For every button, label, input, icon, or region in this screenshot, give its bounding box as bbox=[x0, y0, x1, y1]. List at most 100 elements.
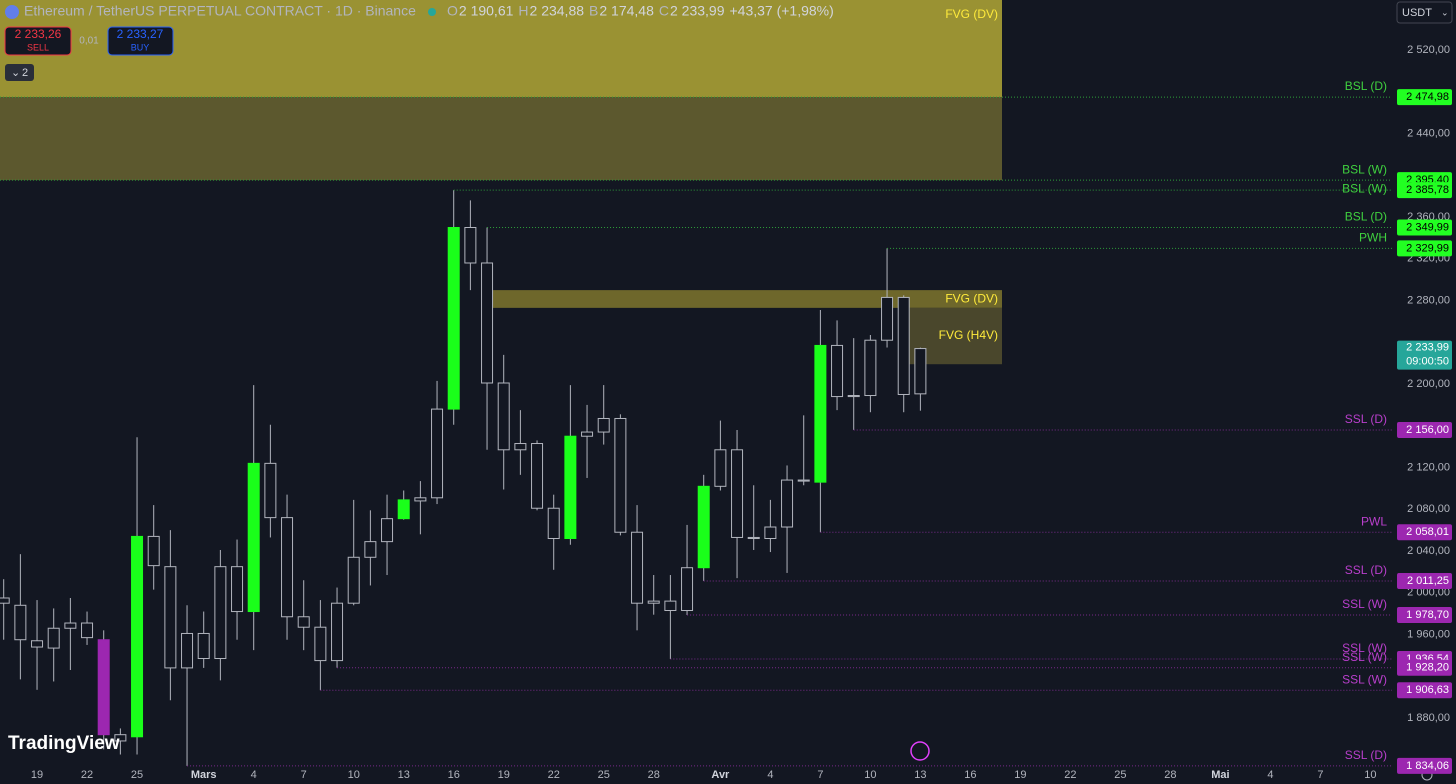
level-name: SSL (D) bbox=[1345, 563, 1387, 577]
x-tick-label: 19 bbox=[498, 769, 510, 781]
candle-body bbox=[814, 344, 827, 483]
candle-body bbox=[397, 499, 410, 520]
ohlc-value: 2 233,99 bbox=[670, 3, 725, 19]
x-tick-label: Mars bbox=[191, 769, 217, 781]
fvg-zone bbox=[0, 97, 1002, 181]
level-tag bbox=[1397, 240, 1452, 257]
candle-body bbox=[531, 443, 544, 509]
spread: 0,01 bbox=[79, 36, 99, 47]
level-name: BSL (D) bbox=[1345, 210, 1387, 224]
candle-body bbox=[114, 734, 127, 742]
last-price: 2 233,99 bbox=[1406, 341, 1449, 353]
level-name: SSL (D) bbox=[1345, 412, 1387, 426]
candle-body bbox=[64, 622, 77, 629]
candle-body bbox=[497, 382, 510, 451]
x-tick-label: 28 bbox=[648, 769, 660, 781]
y-tick-label: 2 440,00 bbox=[1407, 127, 1450, 139]
x-tick-label: 16 bbox=[964, 769, 976, 781]
candle-body bbox=[14, 604, 27, 641]
fvg-label: FVG (H4V) bbox=[939, 328, 998, 342]
candle-body bbox=[747, 536, 760, 539]
candle-body bbox=[631, 531, 644, 604]
indicators-count: 2 bbox=[22, 67, 28, 79]
candle-body bbox=[681, 567, 694, 612]
currency: USDT bbox=[1402, 7, 1432, 19]
candle-body bbox=[247, 462, 260, 613]
x-tick-label: 16 bbox=[448, 769, 460, 781]
currency-chevron: ⌄ bbox=[1441, 7, 1449, 17]
ohlc-value: 2 234,88 bbox=[530, 3, 585, 19]
y-tick-label: 2 080,00 bbox=[1407, 503, 1450, 515]
candle-body bbox=[197, 632, 210, 660]
candle-body bbox=[414, 497, 427, 502]
candle-body bbox=[47, 627, 60, 649]
x-tick-label: 10 bbox=[348, 769, 360, 781]
sell-button[interactable] bbox=[4, 26, 72, 56]
level-name: SSL (D) bbox=[1345, 748, 1387, 762]
change: +43,37 (+1,98%) bbox=[729, 3, 833, 19]
ohlc-value: 2 174,48 bbox=[599, 3, 654, 19]
candle-body bbox=[81, 622, 94, 639]
level-name: BSL (W) bbox=[1342, 162, 1387, 176]
candle-body bbox=[864, 339, 877, 397]
candle-body bbox=[597, 417, 610, 433]
level-price: 2 011,25 bbox=[1407, 575, 1449, 587]
x-tick-label: Mai bbox=[1211, 769, 1229, 781]
level-price: 1 928,20 bbox=[1406, 662, 1449, 674]
candle-body bbox=[464, 227, 477, 264]
buy-button[interactable] bbox=[107, 26, 174, 56]
level-price: 1 834,06 bbox=[1406, 760, 1449, 772]
countdown: 09:00:50 bbox=[1406, 355, 1449, 367]
candle-body bbox=[314, 626, 327, 662]
x-tick-label: 25 bbox=[131, 769, 143, 781]
level-name: SSL (W) bbox=[1342, 597, 1387, 611]
candle-body bbox=[697, 485, 710, 569]
level-tag bbox=[1397, 219, 1452, 236]
candle-body bbox=[231, 566, 244, 613]
currency-select[interactable] bbox=[1396, 1, 1453, 24]
x-tick-label: 28 bbox=[1164, 769, 1176, 781]
level-name: SSL (W) bbox=[1342, 641, 1387, 655]
level-tag bbox=[1397, 421, 1452, 438]
level-name: SSL (W) bbox=[1342, 672, 1387, 686]
level-price: 2 349,99 bbox=[1406, 221, 1449, 233]
candle-body bbox=[564, 435, 577, 539]
candle-body bbox=[331, 602, 344, 662]
candle-body bbox=[547, 507, 560, 539]
buy-price: 2 233,27 bbox=[117, 27, 164, 41]
level-price: 2 474,98 bbox=[1406, 91, 1449, 103]
candle-body bbox=[881, 296, 894, 341]
candle-body bbox=[364, 541, 377, 558]
last-price-tag bbox=[1397, 340, 1452, 370]
indicators-toggle[interactable] bbox=[5, 64, 34, 81]
ohlc-key: O bbox=[447, 3, 458, 19]
y-tick-label: 2 000,00 bbox=[1407, 587, 1450, 599]
x-tick-label: 13 bbox=[398, 769, 410, 781]
candle-body bbox=[281, 517, 294, 618]
candle-body bbox=[147, 535, 160, 567]
candle-body bbox=[764, 526, 777, 539]
level-name: PWL bbox=[1361, 514, 1387, 528]
y-tick-label: 2 520,00 bbox=[1407, 44, 1450, 56]
x-tick-label: 25 bbox=[1114, 769, 1126, 781]
x-tick-label: 22 bbox=[548, 769, 560, 781]
candle-body bbox=[647, 600, 660, 604]
brand-logo: TradingView bbox=[8, 733, 120, 754]
x-tick-label: 10 bbox=[1364, 769, 1376, 781]
candle-body bbox=[581, 431, 594, 437]
level-price: 2 156,00 bbox=[1406, 424, 1449, 436]
indicators-chevron: ⌄ bbox=[11, 67, 20, 79]
candle-body bbox=[714, 449, 727, 487]
x-tick-label: 25 bbox=[598, 769, 610, 781]
x-tick-label: 7 bbox=[301, 769, 307, 781]
ohlc-key: B bbox=[589, 3, 598, 19]
y-tick-label: 2 280,00 bbox=[1407, 294, 1450, 306]
x-tick-label: 22 bbox=[81, 769, 93, 781]
level-price: 1 906,63 bbox=[1406, 684, 1449, 696]
candle-body bbox=[381, 518, 394, 543]
candle-body bbox=[181, 632, 194, 669]
alert-icon[interactable] bbox=[910, 741, 930, 761]
level-price: 2 058,01 bbox=[1406, 526, 1449, 538]
